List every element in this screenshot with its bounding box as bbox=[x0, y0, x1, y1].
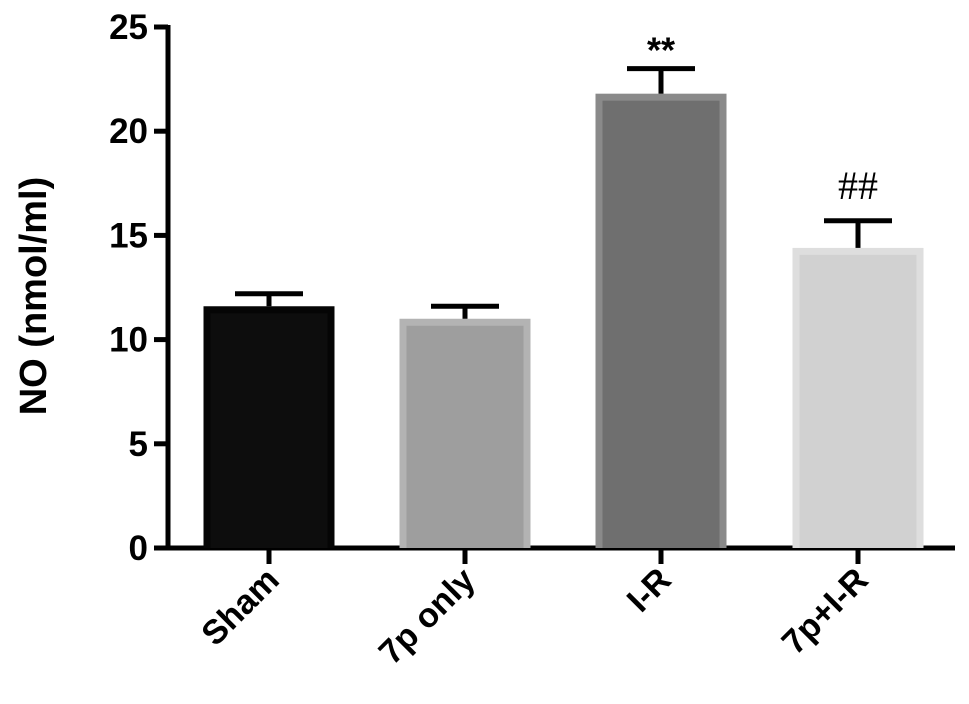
bar-fill-i-r bbox=[602, 100, 720, 549]
y-tick-label: 10 bbox=[109, 321, 148, 360]
y-tick-label: 0 bbox=[129, 529, 148, 568]
x-tick-label: 7p only bbox=[372, 561, 483, 672]
x-tick-label: I-R bbox=[620, 561, 679, 620]
y-tick-label: 15 bbox=[109, 216, 148, 255]
bar-fill-7p-i-r bbox=[799, 254, 917, 549]
significance-annotation: ## bbox=[838, 163, 878, 208]
significance-annotation: ** bbox=[647, 30, 675, 71]
y-axis-label: NO (nmol/ml) bbox=[13, 177, 55, 416]
error-bars bbox=[235, 66, 892, 319]
bars bbox=[203, 93, 924, 549]
x-tick-label: Sham bbox=[194, 561, 286, 653]
y-tick-label: 25 bbox=[109, 8, 148, 47]
x-tick-label: 7p+I-R bbox=[775, 561, 876, 662]
bar-fill-sham bbox=[210, 313, 328, 548]
y-tick-label: 5 bbox=[129, 425, 148, 464]
y-tick-label: 20 bbox=[109, 112, 148, 151]
bar-fill-7p-only bbox=[406, 325, 524, 548]
